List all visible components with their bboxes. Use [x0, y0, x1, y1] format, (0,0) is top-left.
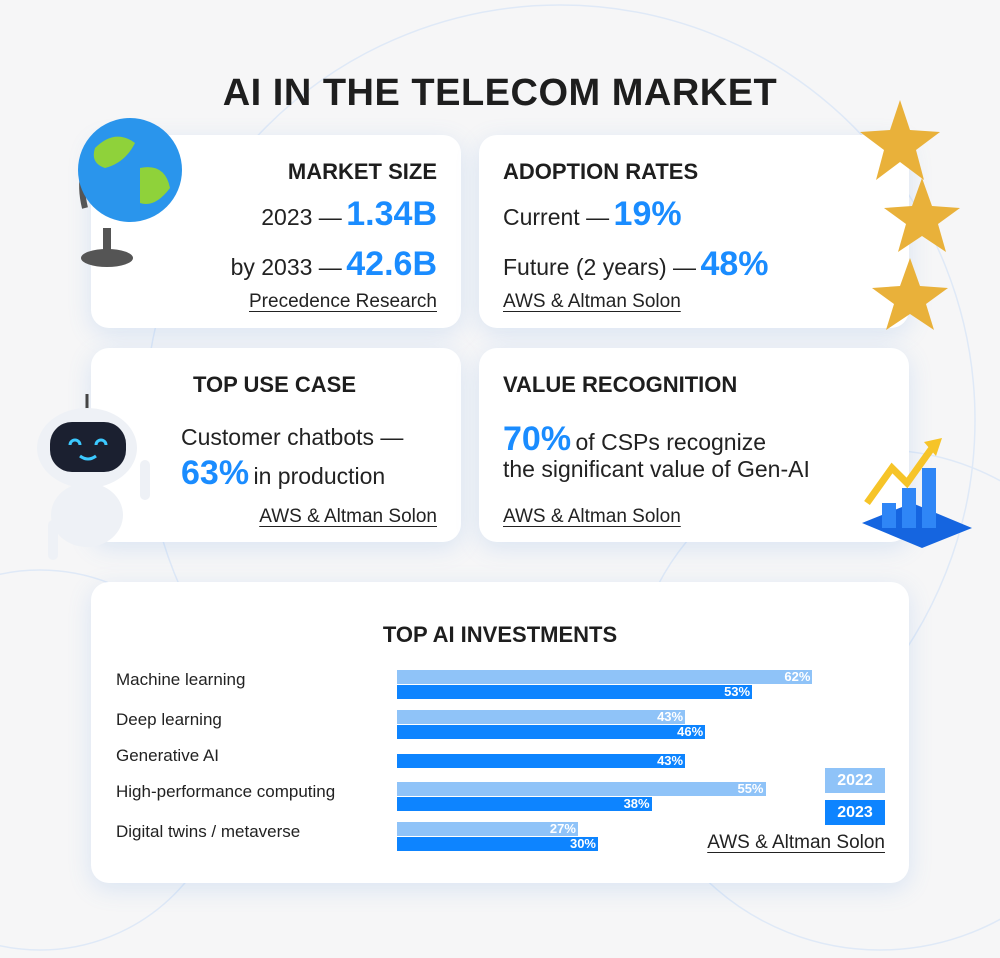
- source-link[interactable]: Precedence Research: [249, 291, 437, 312]
- market-2023-value: 1.34B: [346, 195, 437, 233]
- value-text-2: the significant value of Gen-AI: [503, 456, 810, 482]
- current-label: Current —: [503, 204, 610, 230]
- use-case-text: Customer chatbots —: [181, 424, 404, 450]
- use-case-heading: TOP USE CASE: [193, 372, 357, 397]
- category-label: Deep learning: [116, 710, 222, 729]
- adoption-rates-card: ADOPTION RATES Current — 19% Future (2 y…: [479, 135, 909, 328]
- stars-icon: [860, 100, 960, 330]
- page-title: AI IN THE TELECOM MARKET: [222, 72, 778, 114]
- year-2023-label: 2023 —: [261, 204, 342, 230]
- source-link[interactable]: AWS & Altman Solon: [503, 506, 681, 527]
- source-link[interactable]: AWS & Altman Solon: [259, 506, 437, 527]
- bar-2022: 27%: [397, 822, 578, 836]
- bar-2022: 55%: [397, 782, 766, 796]
- category-label: Generative AI: [116, 746, 220, 765]
- market-2033-value: 42.6B: [346, 245, 437, 283]
- growth-chart-icon: [862, 438, 972, 548]
- bar-2022: 62%: [397, 670, 813, 684]
- future-value: 48%: [700, 245, 769, 283]
- category-label: Machine learning: [116, 670, 246, 689]
- legend-2023: 2023: [825, 800, 885, 825]
- top-use-case-card: TOP USE CASE Customer chatbots — 63% in …: [91, 348, 461, 542]
- value-recognition-card: VALUE RECOGNITION 70% of CSPs recognize …: [479, 348, 909, 542]
- value-heading: VALUE RECOGNITION: [503, 372, 738, 397]
- globe-icon: [78, 118, 182, 267]
- source-link[interactable]: AWS & Altman Solon: [503, 291, 681, 312]
- chart-title: TOP AI INVESTMENTS: [382, 622, 618, 647]
- bar-2023: 53%: [397, 685, 753, 699]
- market-size-heading: MARKET SIZE: [287, 159, 437, 184]
- value-percent: 70%: [503, 420, 572, 458]
- bar-2023: 38%: [397, 797, 652, 811]
- category-label: Digital twins / metaverse: [116, 822, 301, 841]
- use-case-suffix: in production: [253, 463, 386, 489]
- bar-2023: 43%: [397, 754, 686, 768]
- legend-2022: 2022: [825, 768, 885, 793]
- bar-2023: 30%: [397, 837, 598, 851]
- category-label: High-performance computing: [116, 782, 336, 801]
- year-2033-label: by 2033 —: [230, 254, 342, 280]
- current-value: 19%: [613, 195, 682, 233]
- robot-icon: [37, 394, 150, 560]
- use-case-value: 63%: [181, 454, 250, 492]
- future-label: Future (2 years) —: [503, 254, 696, 280]
- adoption-heading: ADOPTION RATES: [503, 159, 699, 184]
- value-text-1: of CSPs recognize: [575, 429, 766, 455]
- source-link[interactable]: AWS & Altman Solon: [707, 832, 885, 853]
- bar-2023: 46%: [397, 725, 706, 739]
- bar-2022: 43%: [397, 710, 686, 724]
